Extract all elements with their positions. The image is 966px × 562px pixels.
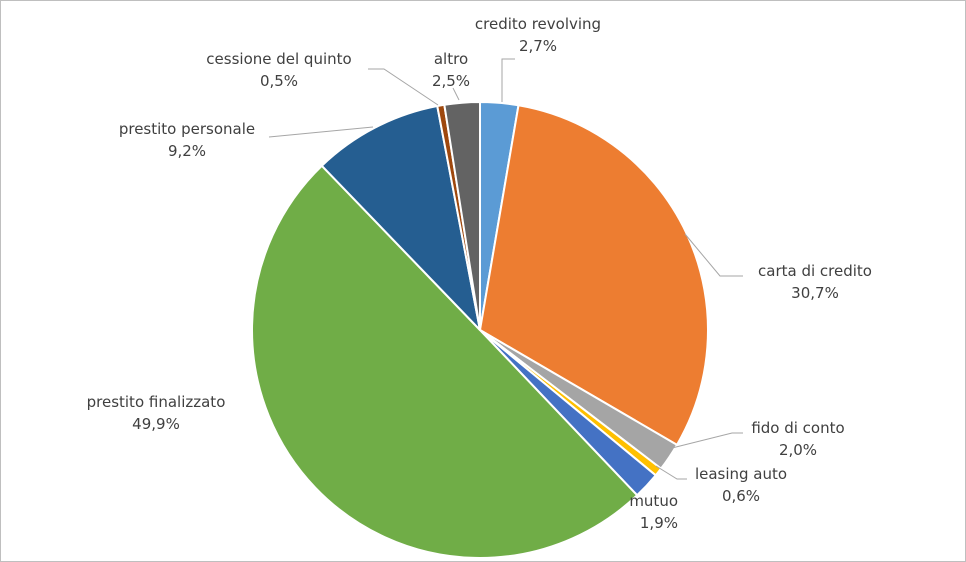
slice-name: mutuo — [629, 492, 678, 510]
pie-slice-prestito-finalizzato — [251, 164, 639, 559]
slice-label-mutuo: mutuo 1,9% — [629, 492, 678, 532]
slice-name: prestito finalizzato — [87, 393, 226, 411]
slice-value: 0,5% — [260, 72, 298, 90]
slice-name: carta di credito — [758, 262, 872, 280]
slice-value: 2,7% — [519, 37, 557, 55]
slice-name: altro — [434, 50, 468, 68]
leader-line-carta-di-credito — [684, 233, 743, 277]
slice-label-altro: altro 2,5% — [432, 50, 470, 90]
slice-value: 30,7% — [791, 284, 839, 302]
leader-lines-layer — [268, 58, 743, 480]
slice-value: 49,9% — [132, 415, 180, 433]
slice-value: 9,2% — [168, 142, 206, 160]
slice-value: 1,9% — [640, 514, 678, 532]
slice-name: credito revolving — [475, 15, 601, 33]
slice-label-credito-revolving: credito revolving 2,7% — [475, 15, 601, 55]
slices-layer — [251, 101, 709, 559]
slice-name: leasing auto — [695, 465, 787, 483]
slice-name: cessione del quinto — [206, 50, 351, 68]
leader-line-credito-revolving — [501, 58, 515, 102]
pie-slice-prestito-personale — [320, 105, 481, 331]
slice-label-cessione-del-quinto: cessione del quinto 0,5% — [206, 50, 351, 90]
slice-label-leasing-auto: leasing auto 0,6% — [695, 465, 787, 505]
slice-name: prestito personale — [119, 120, 255, 138]
slice-value: 2,5% — [432, 72, 470, 90]
slice-value: 0,6% — [722, 487, 760, 505]
leader-line-fido-di-conto — [671, 432, 743, 449]
labels-layer: credito revolving 2,7% carta di credito 30,… — [87, 15, 872, 532]
slice-label-prestito-finalizzato: prestito finalizzato 49,9% — [87, 393, 226, 433]
leader-line-prestito-personale — [268, 126, 374, 138]
pie-slice-altro — [443, 101, 481, 331]
leader-line-leasing-auto — [655, 465, 687, 480]
slice-name: fido di conto — [751, 419, 844, 437]
pie-slice-carta-di-credito — [479, 104, 709, 446]
slice-label-prestito-personale: prestito personale 9,2% — [119, 120, 255, 160]
slice-label-carta-di-credito: carta di credito 30,7% — [758, 262, 872, 302]
slice-value: 2,0% — [779, 441, 817, 459]
leader-line-cessione-del-quinto — [368, 68, 439, 106]
slice-label-fido-di-conto: fido di conto 2,0% — [751, 419, 844, 459]
leader-line-altro — [452, 87, 460, 101]
